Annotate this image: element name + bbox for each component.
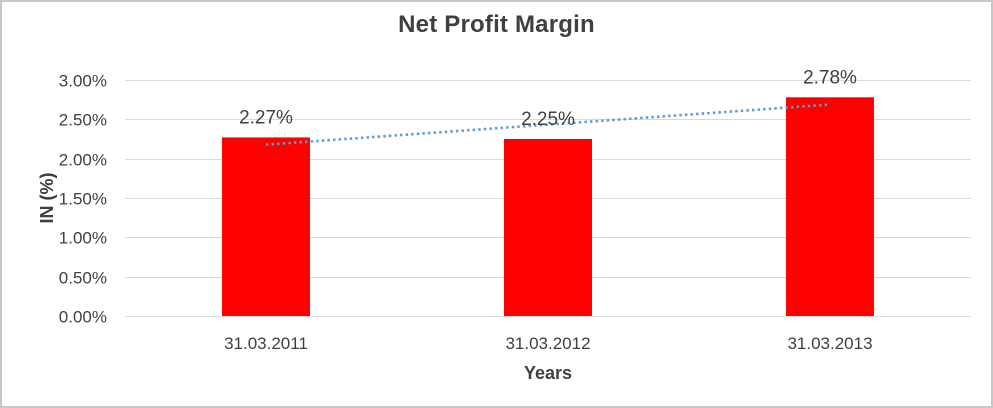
y-tick-label: 2.00% bbox=[59, 151, 107, 170]
x-tick-label: 31.03.2011 bbox=[224, 334, 308, 353]
x-tick-label: 31.03.2013 bbox=[787, 334, 872, 353]
y-tick-label: 0.00% bbox=[59, 308, 107, 327]
y-tick-label: 1.50% bbox=[59, 190, 107, 209]
bar-data-label: 2.25% bbox=[521, 109, 575, 130]
bars-group bbox=[222, 97, 874, 316]
y-tick-label: 1.00% bbox=[59, 229, 107, 248]
x-tick-label: 31.03.2012 bbox=[505, 334, 590, 353]
bar-data-label: 2.78% bbox=[803, 67, 857, 88]
trendline bbox=[265, 103, 831, 146]
bar bbox=[786, 97, 874, 316]
y-axis-tick-labels: 0.00% 0.50% 1.00% 1.50% 2.00% 2.50% 3.00% bbox=[59, 72, 107, 327]
y-tick-label: 3.00% bbox=[59, 72, 107, 91]
chart-title: Net Profit Margin bbox=[398, 11, 595, 38]
y-axis-title: IN (%) bbox=[37, 173, 57, 224]
y-tick-label: 2.50% bbox=[59, 111, 107, 130]
bar bbox=[222, 137, 310, 316]
bar-data-label: 2.27% bbox=[239, 107, 293, 128]
x-axis-tick-labels: 31.03.2011 31.03.2012 31.03.2013 bbox=[224, 334, 872, 353]
x-axis-title: Years bbox=[524, 363, 572, 383]
y-tick-label: 0.50% bbox=[59, 269, 107, 288]
trendline-group bbox=[265, 103, 831, 146]
bar bbox=[504, 139, 592, 316]
data-labels-group: 2.27% 2.25% 2.78% bbox=[239, 67, 857, 130]
